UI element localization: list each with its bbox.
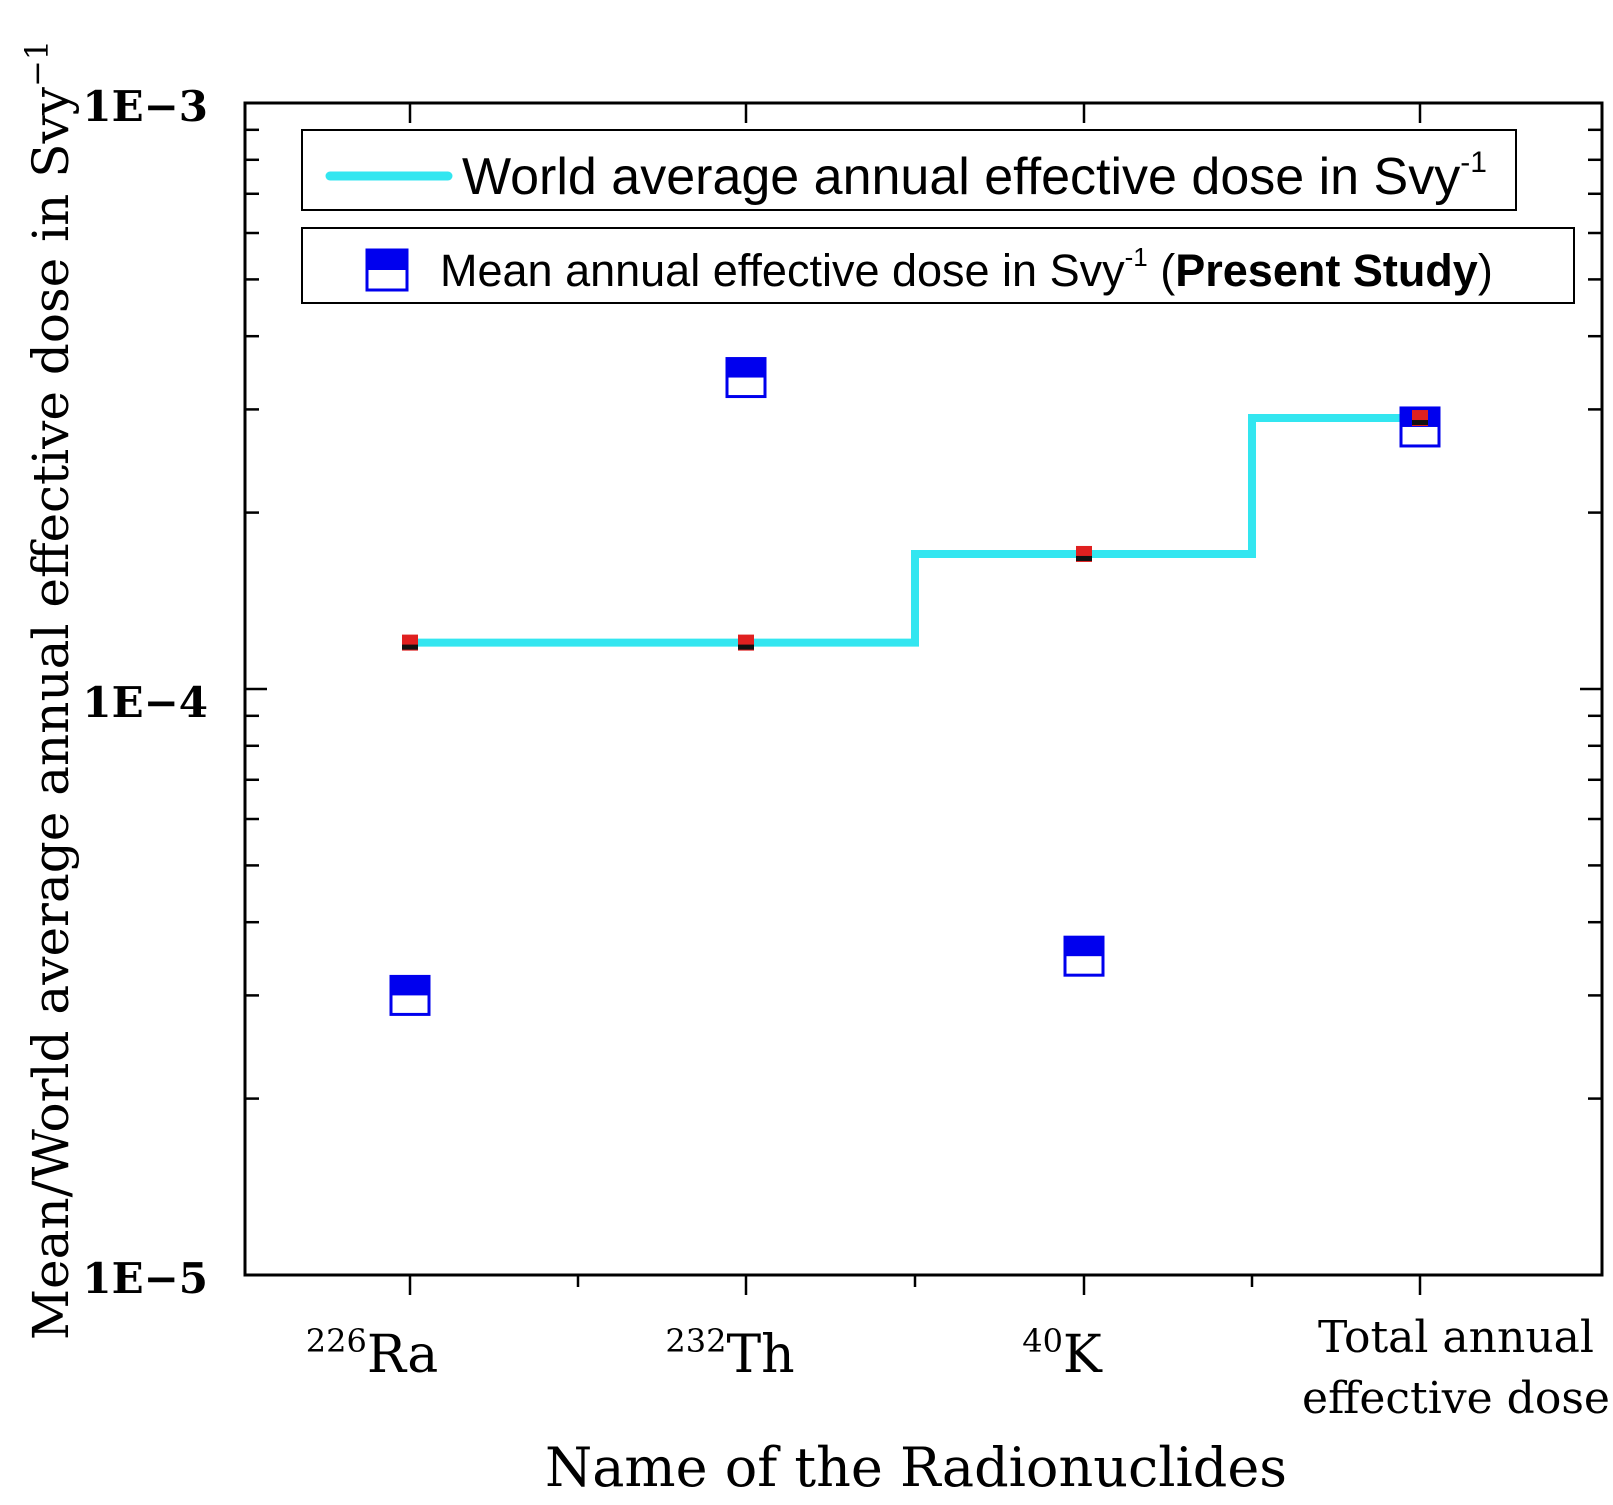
legend-present-label: Mean annual effective dose in Svy-1 (Pre… xyxy=(440,242,1493,296)
k40-element: K xyxy=(1063,1325,1103,1385)
world-average-point-1 xyxy=(738,634,754,651)
th232-element: Th xyxy=(726,1325,794,1385)
legend-present-marker-swatch xyxy=(365,248,409,292)
present-study-series xyxy=(389,357,1441,1016)
world-average-markers xyxy=(402,410,1428,651)
legend: World average annual effective dose in S… xyxy=(301,129,1575,304)
y-axis-right-ticks xyxy=(1580,101,1602,1277)
x-axis-ticks xyxy=(408,103,1422,1295)
legend-present-text: Mean annual effective dose in Svy xyxy=(440,245,1125,296)
legend-world-label: World average annual effective dose in S… xyxy=(462,146,1487,206)
legend-present-close-paren: ) xyxy=(1478,245,1493,296)
world-average-point-3 xyxy=(1412,410,1428,427)
world-average-series xyxy=(410,414,1420,647)
k40-mass-number: 40 xyxy=(1022,1322,1063,1360)
legend-box-world xyxy=(301,129,1517,211)
world-average-marker-shadow xyxy=(1412,420,1428,426)
world-average-point-2 xyxy=(1076,545,1092,562)
y-axis-left-ticks xyxy=(245,101,267,1277)
legend-world-exponent: -1 xyxy=(1460,146,1487,179)
x-category-label-th232: 232Th xyxy=(665,1322,794,1385)
legend-box-present xyxy=(301,227,1575,304)
present-study-marker-fill xyxy=(727,358,765,378)
world-average-marker-shadow xyxy=(738,644,754,650)
x-category-label-total-line1: Total annual xyxy=(1318,1312,1594,1363)
y-axis-title-text: Mean/World average annual effective dose… xyxy=(22,86,80,1340)
world-average-point-0 xyxy=(402,634,418,651)
present-study-marker-fill xyxy=(1065,937,1103,957)
present-study-marker-fill xyxy=(391,976,429,996)
y-tick-label-1e-4: 1E−4 xyxy=(82,678,208,727)
world-average-marker-shadow xyxy=(1076,555,1092,561)
x-category-label-k40: 40K xyxy=(1022,1322,1103,1385)
ra226-element: Ra xyxy=(367,1325,438,1385)
present-study-point-1 xyxy=(725,357,767,399)
world-average-marker-shadow xyxy=(402,644,418,650)
y-tick-label-1e-5: 1E−5 xyxy=(82,1254,208,1303)
present-study-point-2 xyxy=(1063,935,1105,977)
x-category-label-ra226: 226Ra xyxy=(306,1322,438,1385)
y-tick-label-1e-3: 1E−3 xyxy=(82,82,208,131)
present-study-point-0 xyxy=(389,974,431,1016)
th232-mass-number: 232 xyxy=(665,1322,726,1360)
ra226-mass-number: 226 xyxy=(306,1322,367,1360)
x-axis-title: Name of the Radionuclides xyxy=(545,1436,1287,1499)
world-average-step-line xyxy=(410,414,1420,647)
legend-present-open-paren: ( xyxy=(1148,245,1176,296)
y-axis-title-exponent: −1 xyxy=(18,40,56,87)
y-axis-title: Mean/World average annual effective dose… xyxy=(18,40,80,1340)
legend-present-exponent: -1 xyxy=(1125,242,1148,272)
legend-present-bold: Present Study xyxy=(1175,245,1478,296)
x-category-label-total-line2: effective dose xyxy=(1302,1373,1610,1424)
legend-world-text: World average annual effective dose in S… xyxy=(462,148,1460,206)
